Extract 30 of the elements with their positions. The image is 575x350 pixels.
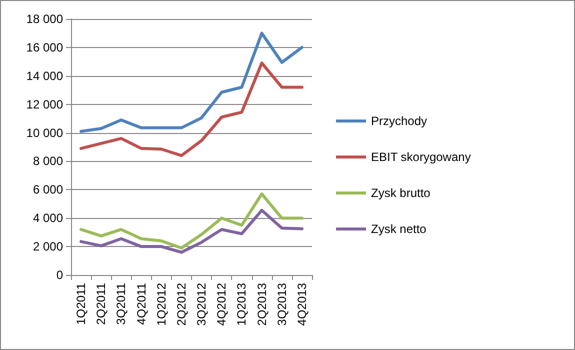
x-tick-label: 1Q2012	[154, 282, 168, 326]
y-tick-label: 12 000	[26, 97, 64, 112]
legend-label: EBIT skorygowany	[371, 150, 471, 164]
x-tick-label: 4Q2013	[294, 282, 309, 326]
y-tick-label: 2 000	[32, 240, 64, 254]
y-tick-label: 8 000	[32, 154, 64, 168]
x-tick-label: 2Q2012	[174, 282, 188, 326]
x-tick-label: 3Q2013	[274, 282, 289, 326]
x-tick-label: 3Q2012	[194, 282, 209, 326]
line-series	[80, 192, 304, 250]
legend-label: Zysk brutto	[371, 186, 431, 200]
line-series	[80, 208, 304, 254]
x-tick-label: 4Q2011	[134, 282, 148, 325]
y-tick-label: 6 000	[32, 182, 64, 197]
line-series	[80, 32, 304, 133]
legend-label: Zysk netto	[371, 222, 427, 236]
x-tick-label: 1Q2011	[74, 282, 88, 325]
line-series	[80, 62, 304, 158]
y-tick-label: 16 000	[26, 40, 64, 54]
x-tick-label: 2Q2013	[254, 282, 269, 326]
x-tick-label: 3Q2011	[114, 282, 128, 325]
y-tick-label: 18 000	[26, 12, 64, 26]
y-tick-label: 14 000	[26, 68, 64, 83]
x-tick-label: 2Q2011	[94, 282, 108, 325]
legend-label: Przychody	[371, 114, 428, 128]
y-tick-label: 4 000	[32, 211, 64, 226]
y-tick-label: 10 000	[26, 126, 64, 140]
x-tick-label: 1Q2013	[234, 282, 249, 326]
y-tick-label: 0	[56, 268, 64, 282]
x-tick-label: 4Q2012	[214, 282, 229, 326]
